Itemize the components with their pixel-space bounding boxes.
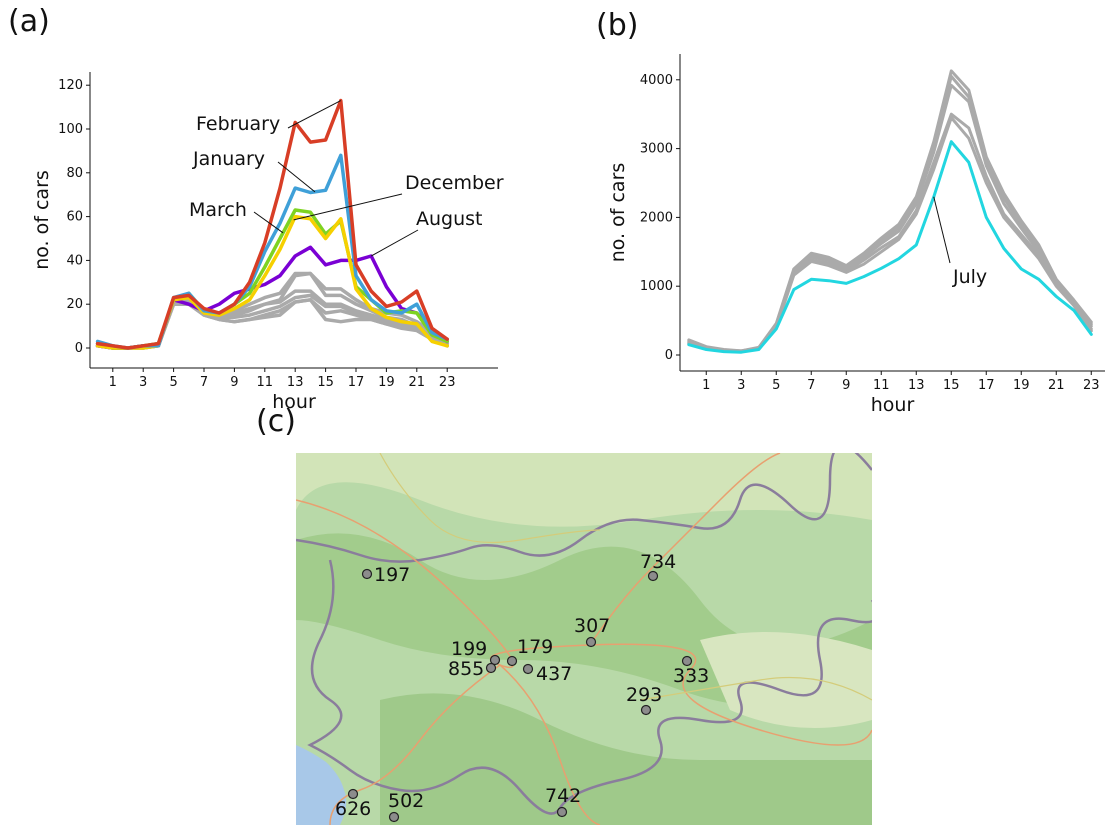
map-point	[489, 654, 501, 666]
map-point	[485, 662, 497, 674]
annotation-label: March	[189, 199, 247, 221]
map-point-label: 307	[574, 615, 610, 637]
annotation-label: August	[416, 208, 483, 230]
x-tick-label: 11	[873, 378, 890, 393]
lowland-area	[296, 453, 872, 527]
annotation-label: January	[192, 148, 265, 170]
y-tick-label: 0	[75, 341, 83, 356]
x-tick-label: 5	[772, 378, 780, 393]
map-point-label: 626	[335, 798, 371, 820]
road-line	[379, 453, 601, 544]
x-tick-label: 15	[943, 378, 960, 393]
panel-label-b: (b)	[596, 8, 639, 43]
x-tick-label: 19	[1013, 378, 1030, 393]
series-line-july	[687, 140, 1093, 354]
road-line	[589, 453, 781, 646]
y-axis-label: no. of cars	[31, 170, 53, 270]
panel-label-c: (c)	[256, 404, 296, 439]
map-point-label: 734	[640, 551, 676, 573]
annotation-leader	[277, 161, 316, 193]
map-point-label: 197	[374, 564, 410, 586]
map-point	[556, 806, 568, 818]
x-tick-label: 7	[807, 378, 815, 393]
sea	[296, 745, 347, 825]
forest-area	[380, 693, 872, 825]
annotation-label: December	[405, 172, 504, 194]
map-point-label: 179	[517, 636, 553, 658]
map-point-label: 502	[388, 790, 424, 812]
y-axis-label: no. of cars	[607, 163, 629, 263]
map-point-label: 437	[536, 663, 572, 685]
map-point	[640, 704, 652, 716]
road-line	[329, 664, 501, 825]
map-point	[361, 568, 373, 580]
map-point-label: 199	[451, 638, 487, 660]
annotation-leader	[370, 229, 419, 257]
lowland-area	[700, 632, 872, 728]
annotation-leader	[253, 211, 284, 234]
road-line	[296, 499, 872, 746]
road-line	[499, 664, 601, 825]
annotation-label: February	[196, 113, 280, 135]
series-line-january	[95, 153, 449, 350]
y-tick-label: 120	[58, 78, 83, 93]
map-point	[522, 663, 534, 675]
x-tick-label: 13	[908, 378, 925, 393]
y-tick-label: 3000	[640, 142, 673, 157]
map-point	[647, 570, 659, 582]
x-tick-label: 1	[702, 378, 710, 393]
y-tick-label: 4000	[640, 73, 673, 88]
map-point-label: 742	[545, 785, 581, 807]
x-tick-label: 19	[378, 375, 395, 390]
x-tick-label: 1	[109, 375, 117, 390]
series-line-february	[95, 98, 449, 350]
panel-label-a: (a)	[8, 4, 50, 39]
x-tick-label: 21	[409, 375, 426, 390]
x-axis-label: hour	[272, 391, 316, 413]
x-tick-label: 11	[257, 375, 274, 390]
map-point-label: 333	[673, 665, 709, 687]
map-point	[681, 655, 693, 667]
x-axis-label: hour	[871, 394, 915, 416]
map-point	[585, 636, 597, 648]
y-tick-label: 1000	[640, 279, 673, 294]
map-point-label: 293	[626, 684, 662, 706]
border-line	[296, 453, 872, 563]
y-tick-label: 0	[665, 348, 673, 363]
map-point-label: 855	[448, 658, 484, 680]
y-tick-label: 40	[66, 253, 83, 268]
x-tick-label: 17	[978, 378, 995, 393]
map-point	[506, 655, 518, 667]
x-tick-label: 21	[1048, 378, 1065, 393]
x-tick-label: 7	[200, 375, 208, 390]
x-tick-label: 23	[1083, 378, 1100, 393]
x-tick-label: 23	[439, 375, 456, 390]
x-tick-label: 13	[287, 375, 304, 390]
x-tick-label: 15	[317, 375, 334, 390]
y-tick-label: 80	[66, 166, 83, 181]
x-tick-label: 3	[737, 378, 745, 393]
annotation-leader	[933, 196, 951, 264]
y-tick-label: 60	[66, 210, 83, 225]
map-point	[347, 788, 359, 800]
annotation-leader	[293, 193, 403, 221]
x-tick-label: 5	[169, 375, 177, 390]
x-tick-label: 3	[139, 375, 147, 390]
y-tick-label: 20	[66, 297, 83, 312]
road-line	[639, 676, 872, 701]
map-point	[388, 811, 400, 823]
y-tick-label: 100	[58, 122, 83, 137]
y-tick-label: 2000	[640, 210, 673, 225]
x-tick-label: 9	[842, 378, 850, 393]
x-tick-label: 9	[230, 375, 238, 390]
annotation-label: July	[952, 266, 987, 288]
annotation-leader	[287, 100, 342, 129]
x-tick-label: 17	[348, 375, 365, 390]
